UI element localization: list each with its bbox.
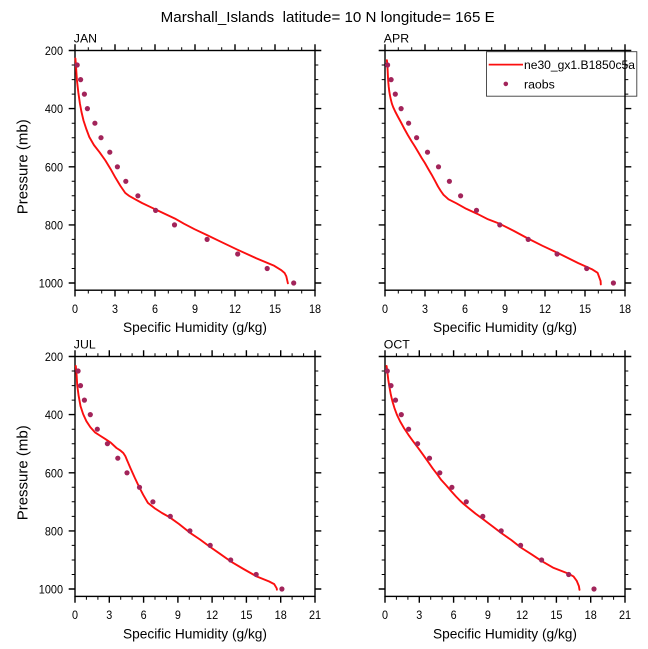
- svg-text:Pressure (mb): Pressure (mb): [14, 119, 31, 214]
- svg-text:APR: APR: [384, 31, 409, 45]
- svg-text:Specific Humidity (g/kg): Specific Humidity (g/kg): [123, 320, 267, 336]
- svg-text:Marshall_Islands latitude= 10: Marshall_Islands latitude= 10 N longitud…: [161, 9, 495, 26]
- svg-text:15: 15: [269, 302, 282, 316]
- svg-text:400: 400: [45, 102, 63, 116]
- svg-text:15: 15: [240, 608, 253, 622]
- svg-text:0: 0: [382, 608, 388, 622]
- svg-text:3: 3: [416, 608, 422, 622]
- svg-text:15: 15: [550, 608, 563, 622]
- svg-text:18: 18: [585, 608, 598, 622]
- svg-text:800: 800: [45, 219, 63, 233]
- svg-text:9: 9: [175, 608, 181, 622]
- svg-text:0: 0: [382, 302, 388, 316]
- svg-text:raobs: raobs: [524, 77, 555, 91]
- svg-text:200: 200: [45, 350, 63, 364]
- svg-text:9: 9: [485, 608, 491, 622]
- svg-text:21: 21: [309, 608, 321, 622]
- svg-text:0: 0: [72, 608, 78, 622]
- svg-text:3: 3: [422, 302, 428, 316]
- svg-text:800: 800: [45, 525, 63, 539]
- svg-text:12: 12: [539, 302, 551, 316]
- svg-text:JUL: JUL: [74, 337, 96, 351]
- svg-text:12: 12: [206, 608, 218, 622]
- svg-text:JAN: JAN: [74, 31, 97, 45]
- svg-text:18: 18: [309, 302, 322, 316]
- svg-text:Pressure (mb): Pressure (mb): [14, 425, 31, 520]
- svg-text:Specific Humidity (g/kg): Specific Humidity (g/kg): [433, 626, 577, 642]
- svg-text:6: 6: [451, 608, 457, 622]
- svg-text:3: 3: [106, 608, 112, 622]
- svg-text:200: 200: [45, 44, 63, 58]
- svg-text:3: 3: [112, 302, 118, 316]
- svg-text:9: 9: [502, 302, 508, 316]
- svg-text:Specific Humidity (g/kg): Specific Humidity (g/kg): [433, 320, 577, 336]
- svg-text:0: 0: [72, 302, 78, 316]
- svg-text:6: 6: [462, 302, 468, 316]
- svg-text:6: 6: [152, 302, 158, 316]
- svg-text:400: 400: [45, 408, 63, 422]
- svg-text:600: 600: [45, 466, 63, 480]
- svg-text:18: 18: [619, 302, 632, 316]
- svg-text:ne30_gx1.B1850c5a: ne30_gx1.B1850c5a: [524, 58, 635, 72]
- svg-text:15: 15: [579, 302, 592, 316]
- svg-text:6: 6: [141, 608, 147, 622]
- svg-text:9: 9: [192, 302, 198, 316]
- svg-text:600: 600: [45, 160, 63, 174]
- svg-text:1000: 1000: [39, 583, 64, 597]
- svg-text:12: 12: [516, 608, 528, 622]
- svg-text:21: 21: [619, 608, 631, 622]
- svg-text:18: 18: [275, 608, 288, 622]
- svg-text:Specific Humidity (g/kg): Specific Humidity (g/kg): [123, 626, 267, 642]
- svg-text:1000: 1000: [39, 277, 64, 291]
- svg-text:12: 12: [229, 302, 241, 316]
- svg-text:OCT: OCT: [384, 337, 410, 351]
